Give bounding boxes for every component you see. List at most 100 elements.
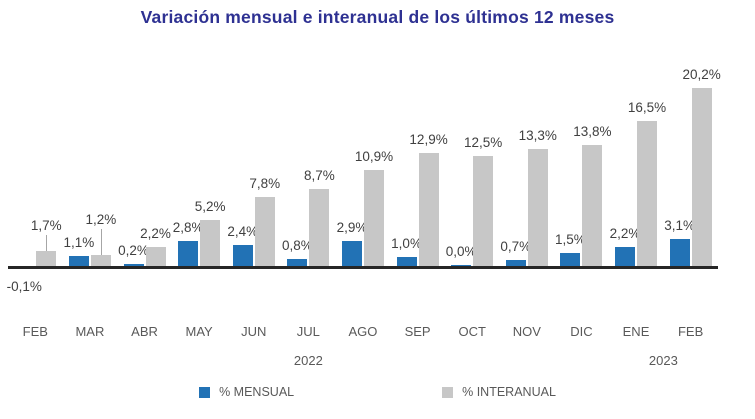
- mensual-bar-column: 1,0%: [391, 86, 422, 266]
- interanual-value-label: 2,2%: [140, 225, 171, 241]
- bar-group-abr-2: 0,2% 2,2%: [117, 86, 172, 266]
- mensual-value-label: 1,5%: [555, 231, 586, 247]
- interanual-bar-column: 10,9%: [355, 86, 393, 266]
- interanual-value-label: 20,2%: [682, 67, 721, 83]
- mensual-bar: [341, 240, 362, 266]
- interanual-bar: [691, 88, 712, 266]
- mensual-value-label: 0,2%: [118, 243, 149, 259]
- interanual-value-label: 16,5%: [627, 99, 667, 115]
- interanual-bar: [36, 251, 57, 266]
- interanual-bar-column: 2,2%: [140, 86, 171, 266]
- interanual-bar-column: 20,2%: [682, 67, 721, 266]
- mensual-value-label: 0,8%: [281, 238, 313, 253]
- interanual-bar: [200, 220, 221, 266]
- mensual-bar: [505, 259, 526, 266]
- legend-label: % MENSUAL: [219, 385, 295, 399]
- x-axis-year-labels: 2022 2023: [8, 353, 718, 368]
- bar-group-feb-12: 3,1% 20,2%: [663, 67, 721, 266]
- bar-group-nov-9: 0,7% 13,3%: [499, 86, 557, 266]
- mensual-bar: [451, 265, 472, 266]
- interanual-bar-column: 7,8%: [249, 86, 280, 266]
- interanual-bar-column: 16,5%: [628, 86, 666, 266]
- interanual-bar: [90, 255, 111, 266]
- interanual-value-label: 8,7%: [303, 168, 335, 184]
- year-label-2023: 2023: [648, 353, 678, 368]
- mensual-bar-column: 3,1%: [664, 86, 695, 266]
- bar-group-ene-11: 2,2% 16,5%: [609, 86, 666, 266]
- mensual-bar: [68, 256, 89, 266]
- mensual-value-label: 0,0%: [445, 244, 477, 259]
- month-label-jul-5: JUL: [296, 324, 320, 339]
- month-label-sep-7: SEP: [404, 324, 431, 339]
- mensual-bar-column: -0,1%: [7, 86, 42, 294]
- interanual-bar: [582, 144, 603, 266]
- interanual-bar-column: 12,9%: [409, 86, 448, 266]
- mensual-bar-column: 0,2%: [118, 86, 149, 266]
- bar-group-jun-4: 2,4% 7,8%: [226, 86, 281, 266]
- interanual-bar: [145, 246, 166, 266]
- month-label-mar-1: MAR: [75, 324, 105, 339]
- month-label-oct-8: OCT: [458, 324, 486, 339]
- month-label-ago-6: AGO: [348, 324, 378, 339]
- interanual-legend-swatch-icon: [442, 386, 454, 398]
- interanual-bar-column: 1,7%: [31, 86, 62, 266]
- mensual-bar-column: 0,8%: [282, 86, 313, 266]
- mensual-value-label: 1,1%: [63, 235, 95, 251]
- mensual-value-label: 1,0%: [391, 236, 422, 252]
- mensual-bar-column: 2,4%: [227, 86, 258, 266]
- interanual-bar: [309, 189, 330, 266]
- month-label-may-3: MAY: [185, 324, 213, 339]
- interanual-value-label: 13,3%: [518, 128, 557, 143]
- mensual-value-label: 2,9%: [336, 219, 368, 235]
- plot-area: -0,1% 1,7% 1,1% 1,2% 0,2% 2,2% 2,8% 5,2% 2,4% 7,8…: [7, 67, 721, 294]
- interanual-value-label: 10,9%: [354, 149, 394, 165]
- mensual-bar-column: 2,8%: [173, 86, 204, 266]
- month-label-jun-4: JUN: [241, 324, 267, 339]
- legend-item-interanual: % INTERANUAL: [442, 385, 556, 399]
- mensual-bar: [396, 257, 417, 266]
- month-label-abr-2: ABR: [131, 324, 158, 339]
- label-leader-line: [46, 235, 48, 251]
- interanual-bar-column: 13,3%: [519, 86, 557, 266]
- interanual-value-label: 7,8%: [249, 176, 281, 192]
- mensual-legend-swatch-icon: [199, 386, 211, 398]
- mensual-bar: [123, 264, 144, 266]
- interanual-bar: [637, 120, 657, 266]
- bar-group-jul-5: 0,8% 8,7%: [281, 86, 336, 266]
- mensual-value-label: -0,1%: [6, 279, 42, 294]
- mensual-bar-column: 2,2%: [610, 86, 640, 266]
- bar-group-sep-7: 1,0% 12,9%: [390, 86, 448, 266]
- label-leader-line: [100, 229, 102, 256]
- bar-group-feb-0: -0,1% 1,7%: [7, 86, 63, 294]
- interanual-value-label: 12,9%: [409, 131, 448, 147]
- mensual-value-label: 2,4%: [227, 223, 259, 239]
- mensual-bar: [178, 241, 199, 266]
- interanual-bar: [363, 170, 384, 266]
- mensual-bar-column: 1,5%: [555, 86, 586, 266]
- mensual-value-label: 0,7%: [500, 238, 532, 254]
- mensual-bar-column: 0,7%: [500, 86, 531, 266]
- mensual-bar: [232, 244, 253, 266]
- interanual-bar: [418, 152, 439, 266]
- month-label-ene-11: ENE: [622, 324, 650, 339]
- bar-group-oct-8: 0,0% 12,5%: [445, 86, 503, 266]
- interanual-bar-column: 5,2%: [195, 86, 226, 266]
- interanual-bar-column: 8,7%: [304, 86, 335, 266]
- bar-group-may-3: 2,8% 5,2%: [172, 86, 227, 266]
- mensual-bar-column: 1,1%: [64, 86, 94, 266]
- mensual-bar: [560, 252, 581, 266]
- legend-item-mensual: % MENSUAL: [199, 385, 294, 399]
- mensual-bar: [669, 238, 690, 266]
- interanual-bar: [527, 149, 548, 266]
- mensual-bar-column: 2,9%: [337, 86, 367, 266]
- mensual-bar: [287, 259, 308, 266]
- bar-group-mar-1: 1,1% 1,2%: [63, 86, 118, 266]
- chart-legend: % MENSUAL % INTERANUAL: [0, 385, 755, 399]
- mensual-bar: [615, 246, 635, 266]
- legend-label: % INTERANUAL: [462, 385, 556, 399]
- interanual-value-label: 12,5%: [464, 135, 503, 150]
- mensual-value-label: 2,8%: [172, 220, 204, 236]
- chart-title: Variación mensual e interanual de los úl…: [140, 7, 615, 27]
- year-label-2022: 2022: [293, 353, 323, 368]
